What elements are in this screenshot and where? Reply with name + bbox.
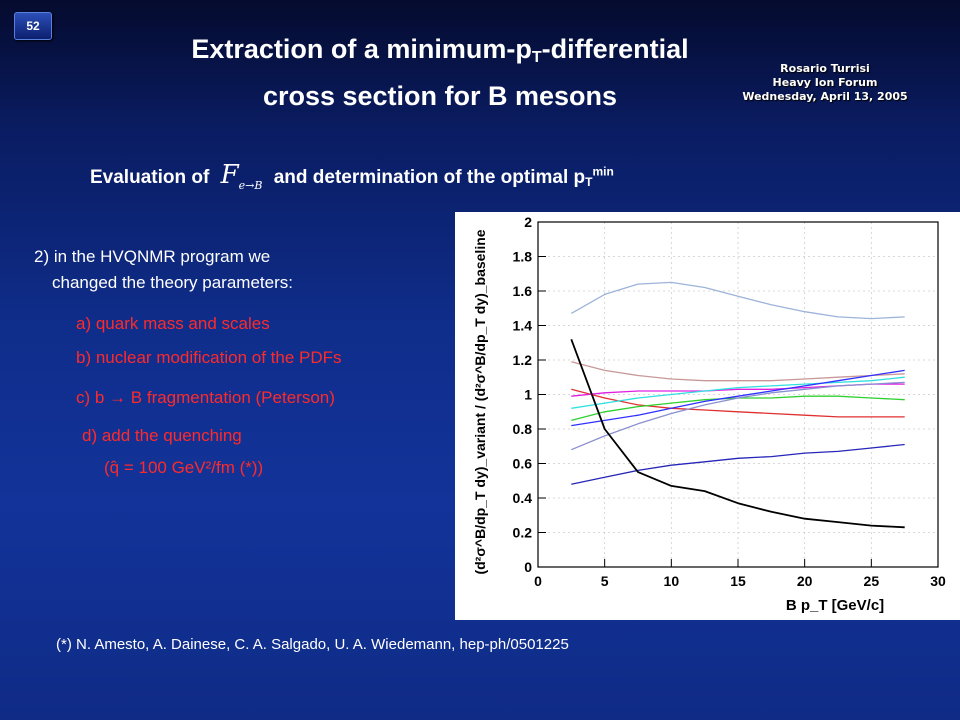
f-symbol-subscript: e→B [238,179,263,193]
list-item-b: b) nuclear modification of the PDFs [76,348,342,367]
x-axis-label: B p_T [GeV/c] [786,597,884,614]
y-tick-label: 0.4 [513,490,533,506]
x-tick-label: 5 [601,573,609,589]
section-subtitle: Evaluation of Fe→B and determination of … [90,160,850,192]
x-tick-label: 20 [797,573,813,589]
body-line-2: changed the theory parameters: [52,273,293,292]
series-line-2 [571,361,905,382]
list-item-d-line-1: d) add the quenching [82,426,242,445]
event-date: Wednesday, April 13, 2005 [742,90,908,103]
title-subscript: T [531,49,542,66]
series-line-7 [571,369,905,427]
subtitle-superscript: min [592,164,614,179]
y-tick-label: 0.2 [513,525,533,541]
author-name: Rosario Turrisi [780,62,870,75]
y-tick-label: 1 [524,387,532,403]
subtitle-text-b: and determination of the optimal p [273,167,586,188]
list-item-c: c) b → B fragmentation (Peterson) [76,388,335,407]
y-axis-label: (d²σ^B/dp_T dy)_variant / (d²σ^B/dp_T dy… [472,229,488,574]
y-tick-label: 1.6 [513,283,533,299]
series-line-8 [571,381,905,451]
footnote: (*) N. Amesto, A. Dainese, C. A. Salgado… [56,636,569,653]
series-line-1 [570,281,905,320]
y-tick-label: 1.4 [513,318,533,334]
x-tick-label: 25 [864,573,880,589]
y-tick-label: 2 [524,214,532,230]
y-tick-label: 1.8 [513,249,533,265]
x-tick-label: 10 [664,573,680,589]
series-line-3 [571,388,905,418]
y-tick-label: 0.6 [513,456,533,472]
body-text: 2) in the HVQNMR program we changed the … [34,244,454,296]
list-item-a: a) quark mass and scales [76,314,270,333]
x-tick-label: 15 [730,573,746,589]
chart-panel: 0 0.2 0.4 0.6 0.8 1 1.2 1.4 1.6 1.8 2 0 5 10 15 20 25 30 B… [455,212,960,620]
x-tick-label: 0 [534,573,542,589]
f-factor-symbol: Fe→B [220,160,263,193]
ratio-chart: 00.20.40.60.811.21.41.61.820 5 10 15 20 25 30B… [472,214,946,614]
subtitle-text-a: Evaluation of [90,167,210,188]
event-name: Heavy Ion Forum [772,76,878,89]
title-text-a: Extraction of a minimum-p [191,34,532,64]
y-tick-label: 0.8 [513,421,533,437]
title-text-b: -differential [541,34,689,64]
x-tick-label: 30 [930,573,946,589]
y-tick-label: 0 [524,559,532,575]
title-line-1: Extraction of a minimum-pT-differential [150,30,730,77]
y-tick-label: 1.2 [513,352,533,368]
list-item-d-line-2: (q̂ = 100 GeV²/fm (*)) [104,458,264,477]
f-symbol-letter: F [220,160,239,190]
author-info: Rosario Turrisi Heavy Ion Forum Wednesda… [740,62,910,104]
slide-title: Extraction of a minimum-pT-differential … [150,30,730,115]
series-line-5 [571,376,905,409]
slide-number-badge: 52 [14,12,52,40]
series-line-10 [570,338,905,529]
series-line-9 [571,443,905,485]
body-line-1: 2) in the HVQNMR program we [34,247,271,266]
title-line-2: cross section for B mesons [262,81,618,111]
subtitle-subscript: T [585,175,593,189]
